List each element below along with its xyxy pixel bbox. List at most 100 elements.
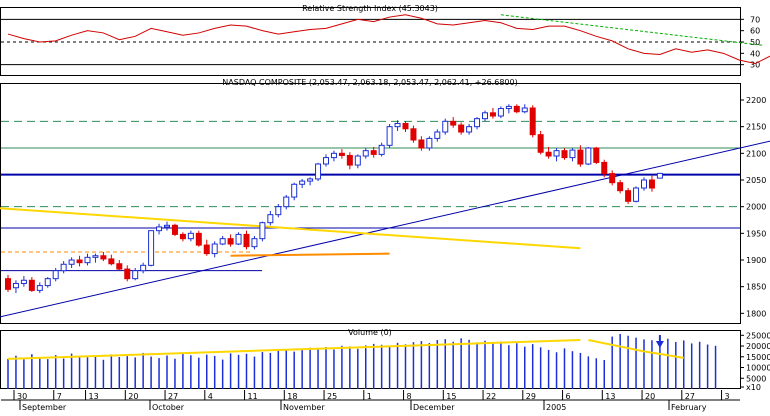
candle-body: [577, 149, 584, 165]
candle-body: [251, 238, 258, 248]
candle-body: [164, 224, 170, 228]
rsi-y-axis: 70 60 50 40 30: [1, 15, 760, 70]
x-tick-label: 13: [605, 392, 615, 401]
x-tick-label: 29: [526, 392, 536, 401]
price-tick-label: 1850: [746, 283, 766, 292]
candle-body: [585, 147, 592, 165]
candle-body: [132, 270, 139, 280]
candle-body: [187, 232, 194, 240]
price-y-axis: 2200 2150 2100 2050 2000 1950 1900 1850 1800: [740, 96, 766, 318]
candle-body: [450, 120, 457, 126]
month-label: February: [671, 403, 707, 412]
candle-body: [299, 180, 306, 185]
candle-body: [108, 258, 115, 265]
x-tick-label: 11: [248, 392, 258, 401]
candle-body: [418, 139, 425, 149]
month-label: December: [413, 403, 455, 412]
candle-body: [323, 157, 329, 165]
candle-body: [521, 107, 528, 113]
candle-body: [609, 173, 616, 184]
price-trendline: [0, 140, 770, 318]
price-trendline: [230, 252, 390, 257]
candle-body: [513, 105, 520, 113]
candle-body: [307, 178, 314, 182]
x-tick-label: 4: [208, 392, 213, 401]
candle-body: [84, 256, 91, 264]
price-tick-label: 2200: [746, 96, 766, 105]
volume-tick-label: x10: [746, 383, 761, 392]
candle-body: [482, 112, 488, 120]
candle-body: [338, 152, 345, 156]
candle-body: [648, 179, 655, 189]
rsi-trendline: [500, 14, 764, 46]
candle-body: [28, 279, 35, 291]
price-panel-frame: [0, 83, 741, 324]
price-trendline: [0, 207, 581, 250]
volume-bars: [7, 334, 717, 389]
volume-trendline: [7, 339, 581, 360]
month-label: November: [283, 403, 325, 412]
candle-body: [617, 182, 624, 192]
x-tick-label: 20: [645, 392, 655, 401]
candle-body: [100, 255, 107, 260]
price-tick-label: 2000: [746, 203, 766, 212]
candle-body: [426, 137, 433, 149]
candle-body: [211, 243, 218, 255]
candle-body: [378, 144, 385, 155]
candle-body: [434, 131, 441, 139]
volume-decline-trendline: [588, 339, 684, 359]
candle-body: [474, 118, 481, 128]
candle-body: [625, 190, 632, 202]
price-tick-label: 2050: [746, 176, 766, 185]
candle-body: [545, 151, 552, 157]
candle-body: [20, 279, 27, 284]
price-title: NASDAQ COMPOSITE (2,053.47, 2,063.18, 2,…: [222, 78, 517, 87]
candle-body: [52, 270, 59, 280]
rsi-title: Relative Strength Index (45.3043): [302, 4, 438, 13]
volume-tick-label: 10000: [746, 364, 770, 373]
x-tick-label: 22: [486, 392, 496, 401]
x-tick-label: 3: [725, 392, 730, 401]
rsi-tick-label: 50: [750, 38, 760, 47]
candle-body: [156, 226, 163, 232]
candle-body: [235, 233, 242, 245]
candle-body: [116, 263, 123, 270]
x-tick-label: 1: [367, 392, 372, 401]
x-tick-label: 18: [287, 392, 297, 401]
candle-body: [227, 238, 234, 245]
month-label: October: [152, 403, 185, 412]
candle-body: [76, 259, 83, 264]
candle-body: [601, 161, 608, 175]
rsi-tick-label: 60: [750, 27, 760, 36]
candle-body: [259, 222, 266, 240]
candle-body: [148, 230, 155, 266]
candle-body: [195, 232, 202, 246]
candle-body: [442, 120, 449, 133]
rsi-tick-label: 30: [750, 61, 760, 70]
candle-body: [370, 150, 377, 155]
volume-tick-label: 20000: [746, 342, 770, 351]
candle-body: [410, 128, 417, 141]
month-label: September: [22, 403, 67, 412]
candle-body: [203, 244, 210, 255]
candle-body: [267, 214, 274, 224]
volume-arrow-marker: [655, 341, 664, 348]
candle-body: [330, 152, 337, 159]
candle-body: [402, 122, 409, 130]
candle-body: [124, 268, 131, 280]
x-tick-label: 30: [17, 392, 27, 401]
price-tick-label: 1800: [746, 309, 766, 318]
volume-title: Volume (0): [348, 328, 392, 337]
candle-body: [593, 147, 600, 163]
candle-body: [553, 150, 560, 157]
candle-body: [633, 187, 640, 202]
candle-body: [243, 233, 250, 248]
candle-body: [505, 105, 512, 110]
candle-body: [641, 179, 647, 189]
volume-panel-frame: [0, 330, 741, 389]
candle-body: [362, 150, 369, 157]
candle-body: [656, 172, 663, 179]
x-tick-label: 7: [57, 392, 62, 401]
